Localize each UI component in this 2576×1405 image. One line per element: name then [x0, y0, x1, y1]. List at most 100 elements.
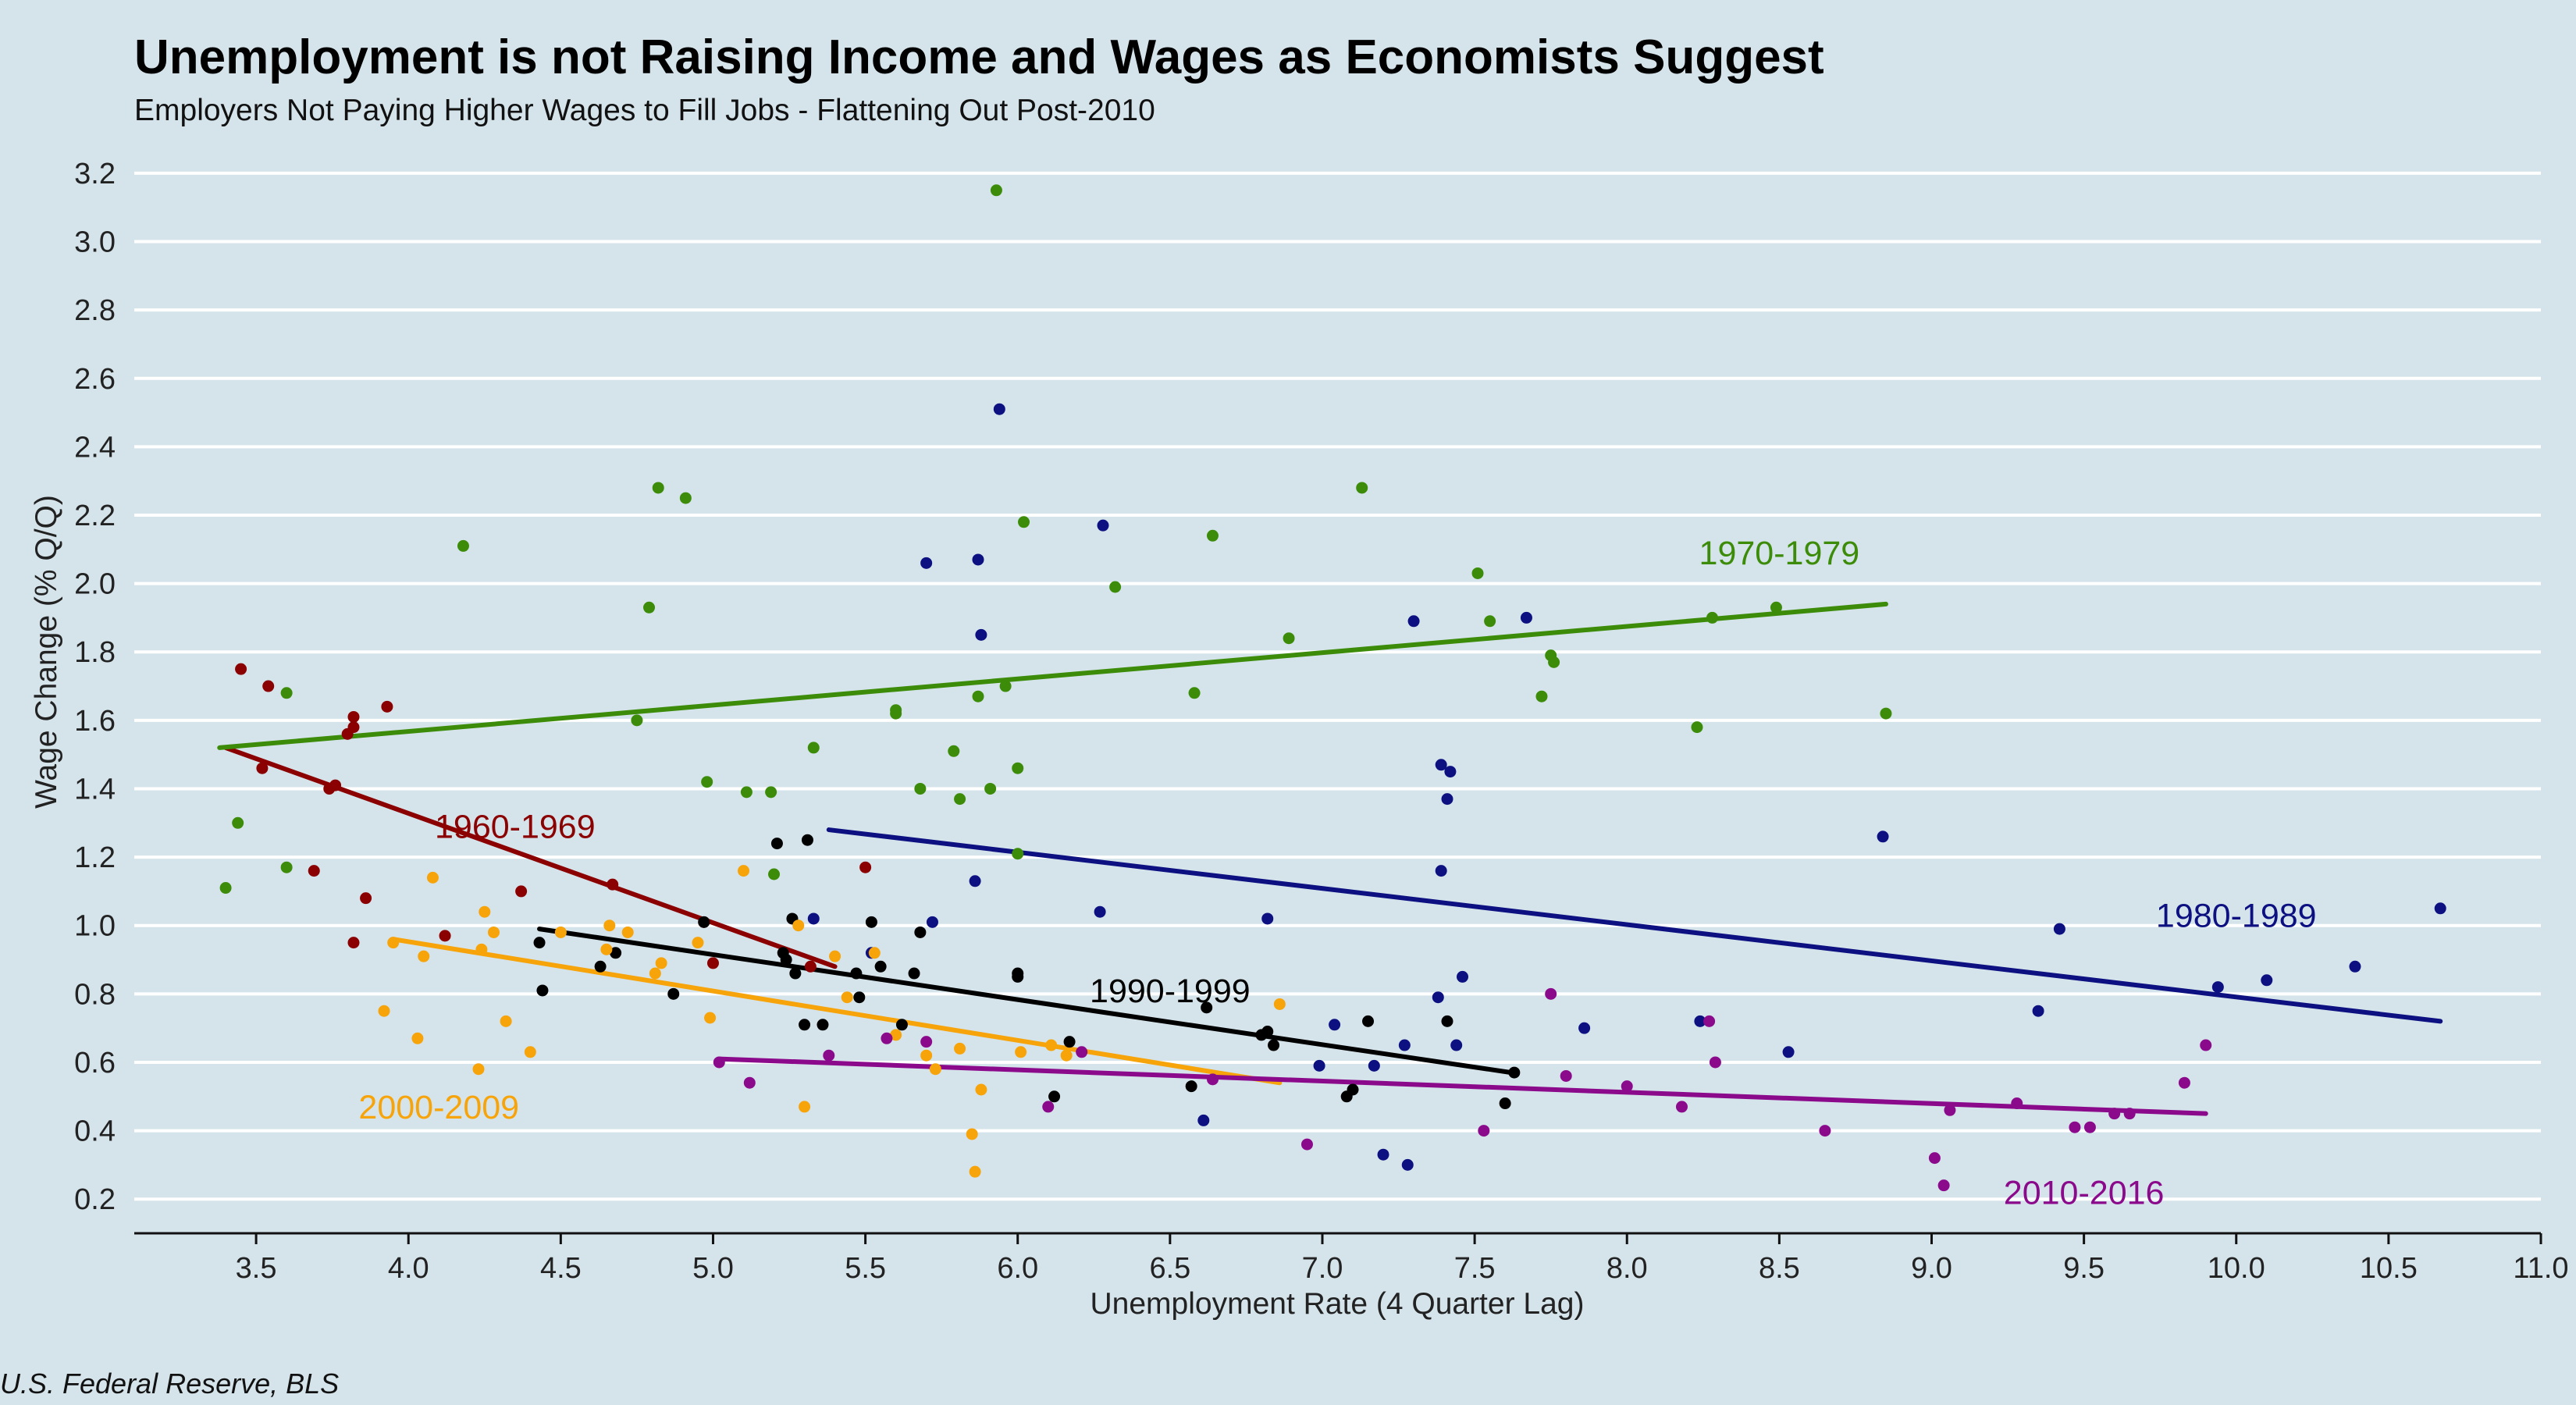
data-point [652, 482, 664, 494]
x-axis-title: Unemployment Rate (4 Quarter Lag) [1091, 1287, 1585, 1321]
data-point [1368, 1059, 1380, 1072]
x-tick-label: 7.5 [1454, 1252, 1496, 1285]
data-point [1435, 759, 1447, 771]
trend-line [717, 1056, 2208, 1116]
data-point [1457, 970, 1469, 983]
data-point [308, 865, 320, 877]
data-point [853, 991, 866, 1004]
data-point [603, 919, 616, 932]
data-point [411, 1032, 424, 1044]
series-label: 2010-2016 [2004, 1174, 2165, 1211]
data-point [801, 834, 813, 846]
data-point [999, 680, 1012, 692]
data-point [457, 539, 469, 552]
data-point [1441, 1015, 1453, 1027]
data-point [594, 960, 607, 973]
data-point [1109, 581, 1122, 593]
data-point [740, 786, 753, 799]
data-point [890, 707, 902, 720]
data-point [706, 957, 719, 969]
data-point [954, 793, 966, 806]
data-point [1928, 1152, 1941, 1165]
data-point [1063, 1036, 1076, 1048]
y-tick-label: 2.2 [74, 500, 116, 532]
x-tick-label: 7.0 [1302, 1252, 1343, 1285]
data-point [1450, 1039, 1463, 1051]
data-point [895, 1019, 908, 1031]
y-tick-label: 0.4 [74, 1115, 116, 1148]
data-point [1094, 905, 1106, 918]
data-point [701, 776, 713, 788]
data-point [765, 786, 777, 799]
data-point [969, 1165, 981, 1178]
data-point [704, 1012, 717, 1024]
data-point [607, 878, 619, 891]
data-point [2032, 1005, 2044, 1017]
data-point [1188, 687, 1201, 699]
data-point [500, 1015, 512, 1027]
data-point [799, 1019, 811, 1031]
trend-line [217, 601, 1888, 750]
data-point [1432, 991, 1444, 1004]
y-tick-label: 2.6 [74, 363, 116, 396]
data-point [679, 492, 692, 504]
data-point [881, 1032, 893, 1044]
series-label: 1960-1969 [435, 809, 596, 846]
y-axis-title: Wage Change (% Q/Q) [30, 495, 63, 809]
data-point [1261, 1026, 1274, 1038]
data-point [713, 1056, 725, 1069]
data-point [1782, 1046, 1795, 1058]
data-point [2123, 1108, 2136, 1120]
data-point [1362, 1015, 1375, 1027]
data-point [1012, 848, 1024, 860]
data-point [1377, 1148, 1389, 1161]
data-point [1880, 707, 1892, 720]
data-point [817, 1019, 829, 1031]
data-point [479, 905, 491, 918]
data-point [649, 967, 661, 980]
data-point [378, 1005, 390, 1017]
data-point [1097, 519, 1109, 532]
data-point [1356, 482, 1368, 494]
data-point [804, 960, 817, 973]
data-point [1471, 567, 1484, 579]
data-point [1273, 998, 1286, 1010]
data-point [738, 865, 750, 877]
data-point [850, 967, 863, 980]
data-point [1770, 601, 1782, 614]
data-point [1578, 1022, 1591, 1034]
data-point [1444, 766, 1457, 778]
data-point [768, 868, 781, 880]
data-point [232, 816, 244, 829]
data-point [698, 916, 710, 928]
data-point [954, 1042, 966, 1055]
trend-line [826, 827, 2443, 1024]
data-point [1313, 1059, 1325, 1072]
data-point [235, 663, 247, 675]
data-point [2083, 1121, 2096, 1133]
data-point [2069, 1121, 2081, 1133]
data-point [631, 714, 643, 727]
series-label: 2000-2009 [358, 1089, 519, 1126]
data-point [1407, 615, 1420, 628]
data-point [1435, 865, 1447, 877]
data-point [347, 721, 360, 734]
source-caption: U.S. Federal Reserve, BLS [0, 1368, 340, 1400]
data-point [1478, 1125, 1490, 1137]
data-point [262, 680, 275, 692]
data-point [975, 1083, 987, 1096]
data-point [1937, 1179, 1950, 1192]
trend-lines [217, 601, 2443, 1116]
data-point [692, 937, 704, 949]
data-point [807, 912, 820, 925]
data-point [1329, 1019, 1341, 1031]
data-point [256, 762, 269, 774]
series-label: 1990-1999 [1090, 973, 1251, 1010]
x-tick-label: 5.5 [845, 1252, 886, 1285]
data-point [948, 745, 960, 757]
series-labels: 1960-1969 1970-1979 1980-1989 1990-1999 2000… [358, 535, 2316, 1211]
x-tick-label: 6.5 [1149, 1252, 1190, 1285]
data-point [524, 1046, 536, 1058]
data-point [914, 782, 927, 795]
data-point [807, 742, 820, 754]
